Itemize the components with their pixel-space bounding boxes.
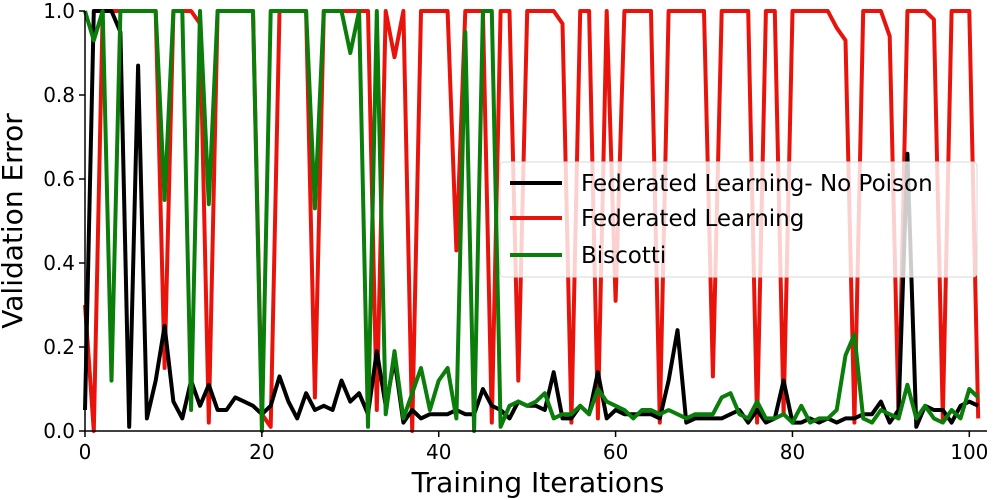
axes	[84, 11, 987, 432]
x-tick-label: 40	[426, 440, 451, 464]
y-tick-label: 0.2	[43, 335, 75, 359]
series-lines	[83, 9, 981, 433]
legend-box	[499, 161, 978, 278]
y-tick-label: 1.0	[43, 0, 75, 23]
series-line-biscotti	[83, 9, 980, 433]
x-tick-label: 80	[780, 440, 805, 464]
legend: Federated Learning- No Poison Federated …	[499, 161, 978, 278]
legend-label-no-poison: Federated Learning- No Poison	[581, 171, 933, 197]
ticks: 0 20 40 60 80 100 0.0 0.2 0.4 0.6 0.8 1.0	[43, 0, 988, 464]
y-tick-label: 0.6	[43, 167, 75, 191]
x-tick-label: 60	[603, 440, 628, 464]
x-tick-label: 20	[249, 440, 274, 464]
y-tick-label: 0.8	[43, 83, 75, 107]
legend-label-biscotti: Biscotti	[581, 243, 666, 269]
legend-label-federated-learning: Federated Learning	[581, 206, 804, 232]
y-tick-label: 0.0	[43, 419, 75, 443]
x-tick-label: 100	[950, 440, 988, 464]
x-tick-label: 0	[79, 440, 92, 464]
y-tick-label: 0.4	[43, 251, 75, 275]
y-axis-title: Validation Error	[0, 113, 29, 329]
x-axis-title: Training Iterations	[411, 466, 665, 499]
